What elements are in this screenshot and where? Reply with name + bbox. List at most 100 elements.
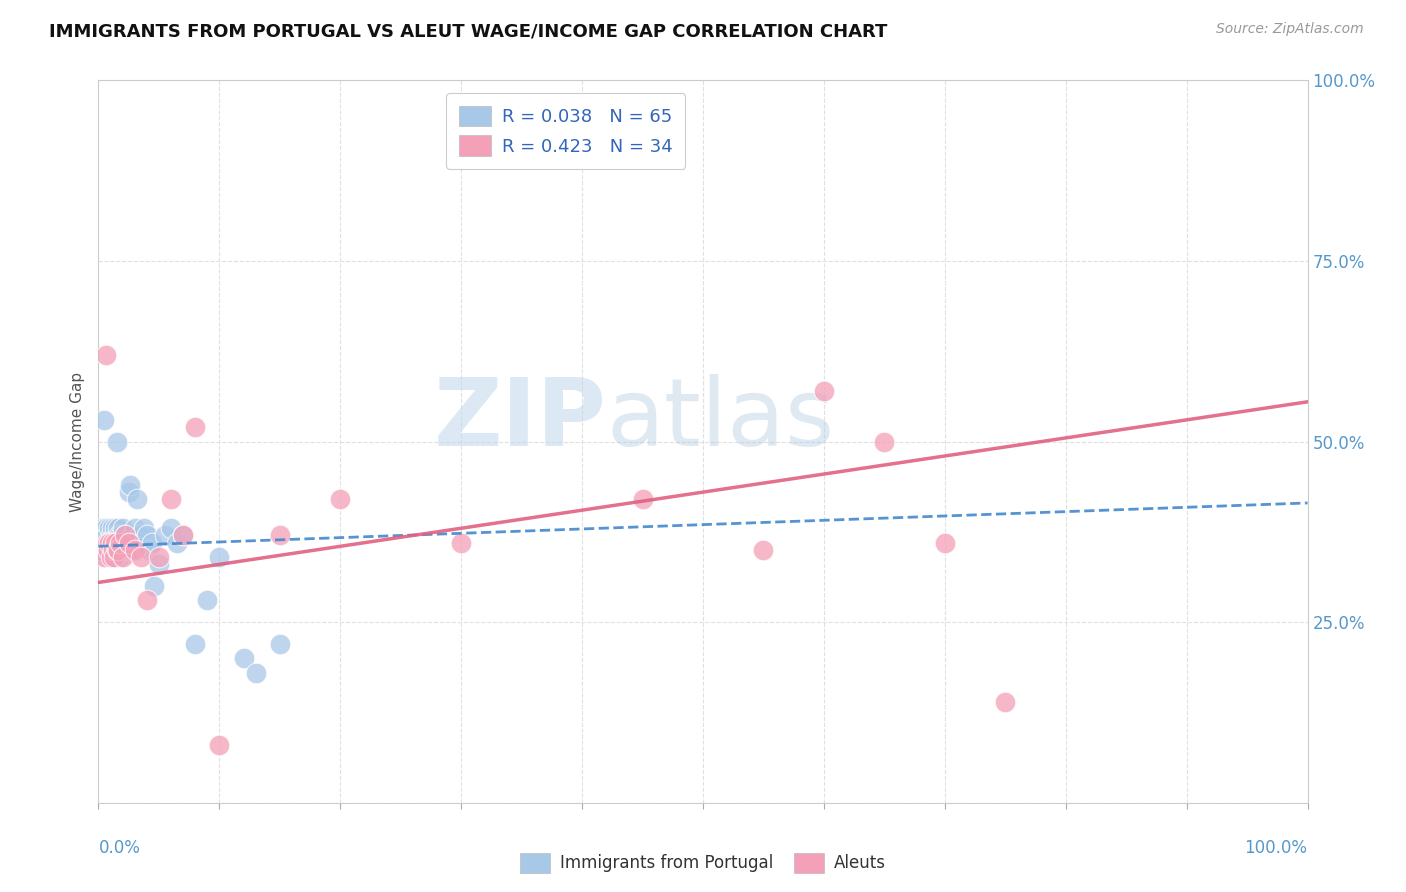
Point	[269, 637, 291, 651]
Point	[117, 542, 139, 557]
Point	[124, 542, 146, 557]
Legend: Immigrants from Portugal, Aleuts: Immigrants from Portugal, Aleuts	[513, 847, 893, 880]
Point	[994, 695, 1017, 709]
Point	[105, 528, 128, 542]
Point	[143, 579, 166, 593]
Point	[120, 542, 142, 557]
Text: ZIP: ZIP	[433, 374, 606, 466]
Point	[131, 535, 153, 549]
Point	[121, 528, 143, 542]
Point	[631, 492, 654, 507]
Point	[93, 413, 115, 427]
Point	[111, 535, 134, 549]
Point	[100, 528, 122, 542]
Point	[94, 535, 117, 549]
Point	[134, 521, 156, 535]
Point	[107, 521, 129, 535]
Point	[195, 593, 218, 607]
Point	[184, 637, 207, 651]
Point	[108, 542, 131, 557]
Point	[96, 550, 118, 565]
Point	[153, 528, 176, 542]
Point	[105, 434, 128, 449]
Point	[105, 542, 128, 557]
Point	[115, 535, 138, 549]
Point	[118, 535, 141, 549]
Point	[135, 528, 157, 542]
Point	[91, 542, 114, 557]
Point	[93, 550, 115, 565]
Point	[245, 665, 267, 680]
Point	[98, 535, 121, 549]
Point	[100, 535, 122, 549]
Point	[172, 528, 194, 542]
Point	[813, 384, 835, 398]
Point	[873, 434, 896, 449]
Point	[111, 550, 134, 565]
Point	[148, 558, 170, 572]
Point	[105, 542, 128, 557]
Point	[103, 528, 125, 542]
Point	[104, 521, 127, 535]
Point	[208, 550, 231, 565]
Point	[114, 528, 136, 542]
Point	[94, 348, 117, 362]
Point	[450, 535, 472, 549]
Point	[108, 528, 131, 542]
Text: 100.0%: 100.0%	[1244, 838, 1308, 857]
Point	[108, 535, 131, 549]
Point	[97, 542, 120, 557]
Point	[98, 550, 121, 565]
Point	[124, 521, 146, 535]
Point	[97, 535, 120, 549]
Point	[94, 521, 117, 535]
Text: Source: ZipAtlas.com: Source: ZipAtlas.com	[1216, 22, 1364, 37]
Point	[100, 542, 122, 557]
Point	[232, 651, 254, 665]
Point	[110, 542, 132, 557]
Point	[103, 542, 125, 557]
Point	[101, 542, 124, 557]
Point	[184, 420, 207, 434]
Point	[118, 485, 141, 500]
Point	[98, 521, 121, 535]
Point	[110, 528, 132, 542]
Point	[101, 550, 124, 565]
Point	[135, 593, 157, 607]
Point	[208, 738, 231, 752]
Point	[91, 535, 114, 549]
Point	[103, 550, 125, 565]
Point	[100, 550, 122, 565]
Point	[101, 535, 124, 549]
Point	[114, 528, 136, 542]
Point	[98, 535, 121, 549]
Point	[91, 521, 114, 535]
Point	[148, 550, 170, 565]
Point	[127, 492, 149, 507]
Text: 0.0%: 0.0%	[98, 838, 141, 857]
Point	[752, 542, 775, 557]
Point	[141, 535, 163, 549]
Y-axis label: Wage/Income Gap: Wage/Income Gap	[70, 371, 86, 512]
Point	[138, 542, 160, 557]
Point	[160, 492, 183, 507]
Point	[93, 542, 115, 557]
Point	[934, 535, 956, 549]
Text: atlas: atlas	[606, 374, 835, 466]
Point	[100, 521, 122, 535]
Point	[107, 535, 129, 549]
Point	[90, 528, 112, 542]
Point	[97, 542, 120, 557]
Point	[112, 542, 135, 557]
Point	[96, 535, 118, 549]
Point	[96, 528, 118, 542]
Point	[172, 528, 194, 542]
Point	[104, 535, 127, 549]
Point	[128, 528, 150, 542]
Point	[108, 550, 131, 565]
Point	[166, 535, 188, 549]
Point	[104, 535, 127, 549]
Point	[108, 535, 131, 549]
Point	[118, 478, 141, 492]
Point	[107, 542, 129, 557]
